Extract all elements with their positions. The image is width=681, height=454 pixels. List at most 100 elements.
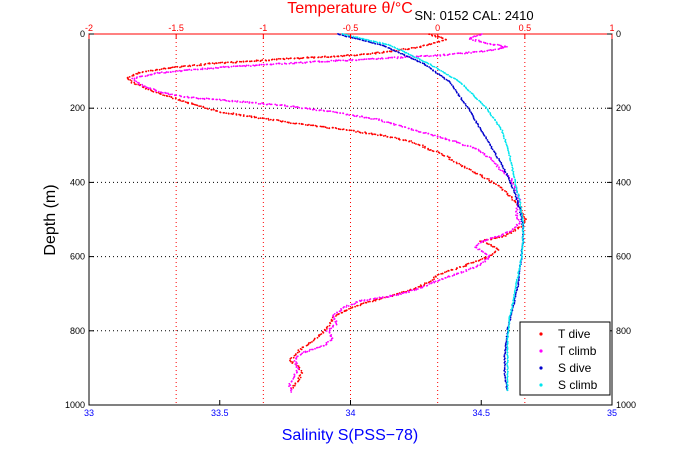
data-point <box>374 299 377 302</box>
data-point <box>230 112 233 115</box>
data-point <box>410 140 413 142</box>
data-point <box>263 117 265 120</box>
data-point <box>190 69 193 71</box>
left-tick-label: 1000 <box>65 400 85 410</box>
data-point <box>363 58 366 61</box>
data-point <box>444 271 446 274</box>
data-point <box>269 118 272 121</box>
data-point <box>385 296 387 299</box>
data-point <box>350 303 353 306</box>
data-point <box>175 94 178 97</box>
data-point <box>432 42 435 44</box>
data-point <box>502 167 505 170</box>
data-point <box>453 52 456 55</box>
data-point <box>326 328 328 330</box>
data-point <box>435 276 437 278</box>
data-point <box>325 330 328 332</box>
data-point <box>342 33 345 36</box>
data-point <box>136 73 139 75</box>
data-point <box>514 179 517 182</box>
series-t-climb <box>131 33 522 393</box>
data-point <box>481 102 483 105</box>
data-point <box>244 101 247 103</box>
data-point <box>179 66 181 69</box>
data-point <box>289 358 292 360</box>
data-point <box>490 147 493 150</box>
data-point <box>337 127 340 130</box>
data-point <box>510 180 513 182</box>
data-point <box>395 137 398 140</box>
data-point <box>390 122 392 125</box>
data-point <box>172 70 174 73</box>
data-point <box>506 357 509 360</box>
data-point <box>272 63 275 65</box>
data-point <box>516 286 518 289</box>
data-point <box>521 243 524 246</box>
data-point <box>328 127 330 130</box>
data-point <box>467 89 470 92</box>
data-point <box>432 150 435 153</box>
data-point <box>519 202 522 204</box>
data-point <box>456 52 459 55</box>
data-point <box>205 97 208 100</box>
data-point <box>289 384 292 386</box>
data-point <box>520 209 522 212</box>
data-point <box>180 95 182 98</box>
data-point <box>231 99 234 102</box>
data-point <box>444 277 447 279</box>
data-point <box>328 324 331 327</box>
data-point <box>477 125 480 128</box>
data-point <box>301 57 304 60</box>
data-point <box>483 50 486 53</box>
data-point <box>146 74 149 77</box>
data-point <box>451 275 454 277</box>
data-point <box>260 63 263 66</box>
data-point <box>347 34 350 37</box>
data-point <box>434 71 437 74</box>
data-point <box>483 105 486 107</box>
data-point <box>503 367 506 369</box>
data-point <box>440 152 443 155</box>
data-point <box>516 202 519 205</box>
data-point <box>456 162 458 165</box>
data-point <box>511 199 514 201</box>
data-point <box>232 61 235 64</box>
data-point <box>476 98 479 101</box>
data-point <box>151 69 154 72</box>
data-point <box>204 107 206 109</box>
data-point <box>440 74 443 77</box>
data-point <box>496 43 499 46</box>
data-point <box>230 65 233 68</box>
data-point <box>290 380 293 383</box>
data-point <box>438 69 441 71</box>
data-point <box>513 303 516 305</box>
data-point <box>402 139 405 142</box>
data-point <box>408 127 410 130</box>
data-point <box>297 368 300 370</box>
data-point <box>332 316 335 319</box>
data-point <box>503 374 506 377</box>
data-point <box>514 229 517 232</box>
data-point <box>296 362 298 365</box>
data-point <box>512 183 515 185</box>
data-point <box>475 120 478 123</box>
data-point <box>213 62 216 65</box>
data-point <box>295 106 298 108</box>
data-point <box>279 58 282 60</box>
data-point <box>488 141 490 144</box>
data-point <box>507 328 510 331</box>
data-point <box>513 292 516 294</box>
data-point <box>371 42 374 44</box>
data-point <box>430 282 432 285</box>
data-point <box>320 56 322 59</box>
data-point <box>373 40 376 43</box>
data-point <box>131 75 134 77</box>
data-point <box>463 85 466 88</box>
data-point <box>270 103 273 106</box>
data-point <box>438 152 441 154</box>
data-point <box>324 126 327 129</box>
data-point <box>135 72 138 75</box>
data-point <box>289 387 292 389</box>
data-point <box>467 268 470 271</box>
data-point <box>521 214 523 217</box>
